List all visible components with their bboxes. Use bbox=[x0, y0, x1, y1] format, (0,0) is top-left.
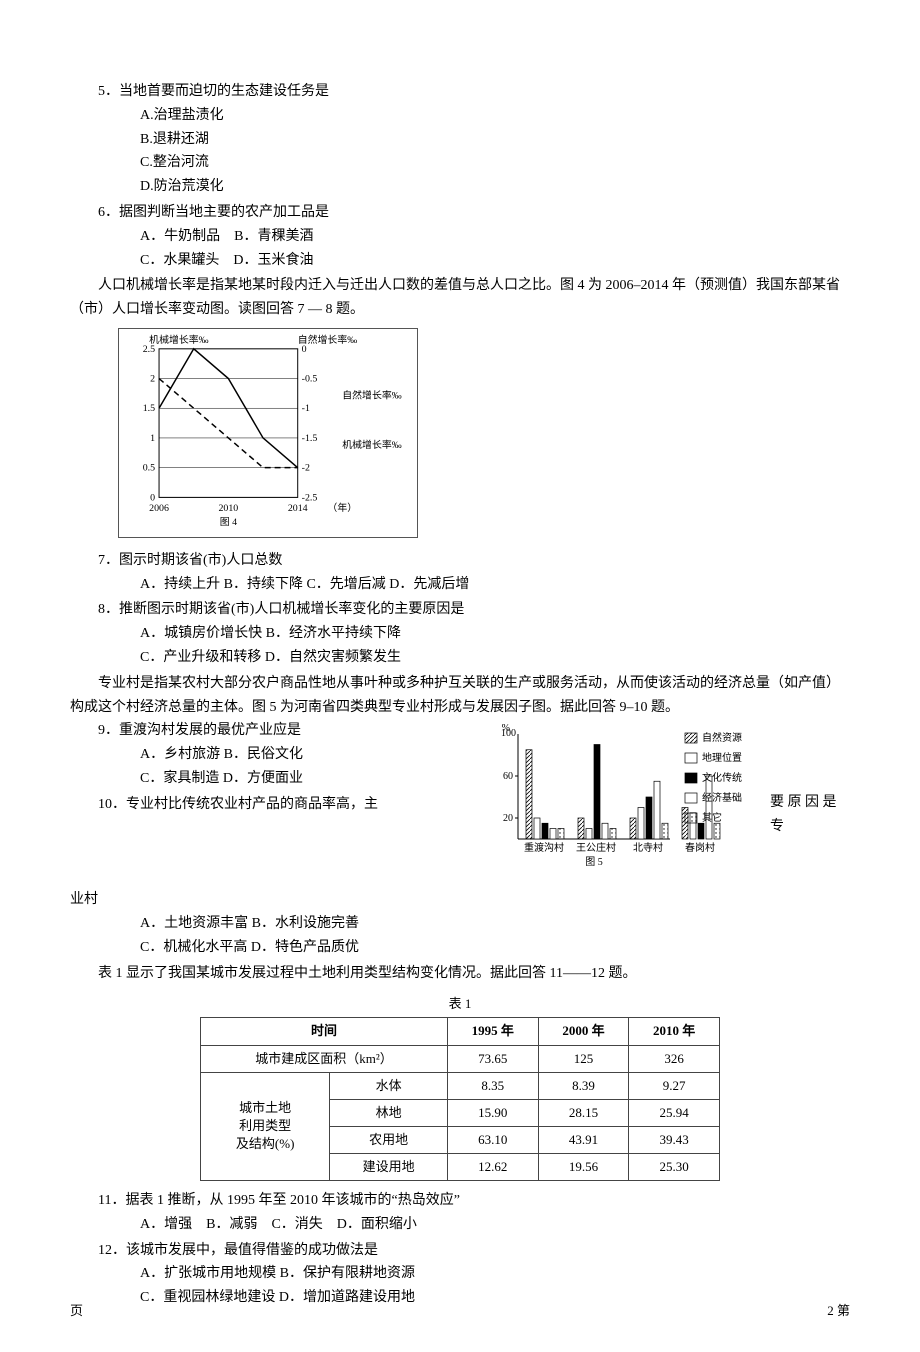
row-2-label: 农用地 bbox=[330, 1126, 448, 1153]
svg-text:2: 2 bbox=[150, 373, 155, 384]
svg-text:-1.5: -1.5 bbox=[302, 433, 318, 444]
q5-opt-a: A.治理盐渍化 bbox=[70, 104, 850, 128]
svg-text:0.5: 0.5 bbox=[143, 463, 155, 474]
svg-text:2006: 2006 bbox=[149, 503, 169, 514]
th-2010: 2010 年 bbox=[629, 1018, 720, 1045]
row-3-label: 建设用地 bbox=[330, 1153, 448, 1180]
svg-text:-0.5: -0.5 bbox=[302, 373, 318, 384]
th-1995: 1995 年 bbox=[447, 1018, 538, 1045]
row-1-label: 林地 bbox=[330, 1099, 448, 1126]
svg-text:机械增长率‰: 机械增长率‰ bbox=[149, 333, 208, 346]
cell-area-2: 326 bbox=[629, 1045, 720, 1072]
q8-opts-2: C．产业升级和转移 D．自然灾害频繁发生 bbox=[70, 646, 850, 670]
svg-text:20: 20 bbox=[503, 813, 513, 824]
q7-opts: A．持续上升 B．持续下降 C．先增后减 D．先减后增 bbox=[70, 573, 850, 597]
svg-text:自然增长率‰: 自然增长率‰ bbox=[298, 333, 357, 346]
figure-5: %1002060重渡沟村王公庄村北寺村春岗村图 5自然资源地理位置文化传统经济基… bbox=[490, 719, 760, 879]
q9-opts-1: A．乡村旅游 B．民俗文化 bbox=[70, 743, 482, 767]
table-1-title: 表 1 bbox=[200, 993, 720, 1015]
q11-stem: 11．据表 1 推断，从 1995 年至 2010 年该城市的“热岛效应” bbox=[70, 1189, 850, 1213]
svg-text:-2: -2 bbox=[302, 463, 310, 474]
svg-text:（年）: （年） bbox=[327, 501, 357, 514]
svg-text:图 4: 图 4 bbox=[220, 516, 237, 528]
svg-text:机械增长率‰: 机械增长率‰ bbox=[342, 438, 401, 451]
svg-text:自然资源: 自然资源 bbox=[702, 731, 742, 744]
q6-opts-2: C．水果罐头 D．玉米食油 bbox=[70, 249, 850, 273]
passage-9-10: 专业村是指某农村大部分农户商品性地从事叶种或多种护互关联的生产或服务活动，从而使… bbox=[70, 672, 850, 720]
footer-right: 2 第 bbox=[827, 1300, 850, 1322]
q10-tail: 业村 bbox=[70, 888, 850, 912]
q10-opts-2: C．机械化水平高 D．特色产品质优 bbox=[70, 936, 850, 960]
q8-opts-1: A．城镇房价增长快 B．经济水平持续下降 bbox=[70, 622, 850, 646]
th-time: 时间 bbox=[201, 1018, 448, 1045]
svg-text:北寺村: 北寺村 bbox=[633, 841, 663, 854]
q12-stem: 12．该城市发展中，最值得借鉴的成功做法是 bbox=[70, 1239, 850, 1263]
page-footer: 页 2 第 bbox=[70, 1300, 850, 1322]
svg-text:-2.5: -2.5 bbox=[302, 492, 318, 503]
q10-stem-right: 要 原 因 是 专 bbox=[770, 719, 850, 839]
q5-opt-d: D.防治荒漠化 bbox=[70, 175, 850, 199]
row-0-label: 水体 bbox=[330, 1072, 448, 1099]
q10-stem-left: 10．专业村比传统农业村产品的商品率高，主 bbox=[70, 793, 482, 817]
q5-stem: 5．当地首要而迫切的生态建设任务是 bbox=[70, 80, 850, 104]
svg-text:0: 0 bbox=[150, 492, 155, 503]
q7-stem: 7．图示时期该省(市)人口总数 bbox=[70, 549, 850, 573]
q11-opts: A．增强 B．减弱 C．消失 D．面积缩小 bbox=[70, 1213, 850, 1237]
cell-area-0: 73.65 bbox=[447, 1045, 538, 1072]
footer-left: 页 bbox=[70, 1300, 83, 1322]
row-0-2: 9.27 bbox=[629, 1072, 720, 1099]
svg-text:图 5: 图 5 bbox=[585, 856, 603, 868]
svg-text:-1: -1 bbox=[302, 403, 310, 414]
q9-stem: 9．重渡沟村发展的最优产业应是 bbox=[70, 719, 482, 743]
q5-opt-b: B.退耕还湖 bbox=[70, 128, 850, 152]
row-area-label: 城市建成区面积（km²） bbox=[201, 1045, 448, 1072]
th-2000: 2000 年 bbox=[538, 1018, 629, 1045]
svg-text:经济基础: 经济基础 bbox=[702, 791, 742, 804]
passage-11-12: 表 1 显示了我国某城市发展过程中土地利用类型结构变化情况。据此回答 11——1… bbox=[70, 962, 850, 986]
svg-text:1: 1 bbox=[150, 433, 155, 444]
q5-opt-c: C.整治河流 bbox=[70, 151, 850, 175]
svg-text:其它: 其它 bbox=[702, 811, 722, 824]
svg-text:重渡沟村: 重渡沟村 bbox=[524, 841, 564, 854]
svg-text:100: 100 bbox=[501, 728, 516, 739]
svg-text:60: 60 bbox=[503, 771, 513, 782]
figure-4: 00.511.522.50-0.5-1-1.5-2-2.520062010201… bbox=[118, 328, 850, 547]
row-0-0: 8.35 bbox=[447, 1072, 538, 1099]
svg-text:春岗村: 春岗村 bbox=[685, 841, 715, 854]
svg-text:2010: 2010 bbox=[218, 503, 238, 514]
q12-opts-1: A．扩张城市用地规模 B．保护有限耕地资源 bbox=[70, 1262, 850, 1286]
passage-7-8: 人口机械增长率是指某地某时段内迁入与迁出人口数的差值与总人口之比。图 4 为 2… bbox=[70, 274, 850, 322]
svg-text:1.5: 1.5 bbox=[143, 403, 155, 414]
svg-text:自然增长率‰: 自然增长率‰ bbox=[342, 388, 401, 401]
q10-opts-1: A．土地资源丰富 B．水利设施完善 bbox=[70, 912, 850, 936]
svg-text:王公庄村: 王公庄村 bbox=[576, 841, 616, 854]
table-1: 表 1 时间 1995 年 2000 年 2010 年 城市建成区面积（km²）… bbox=[200, 993, 720, 1181]
svg-text:地理位置: 地理位置 bbox=[702, 751, 742, 764]
cell-area-1: 125 bbox=[538, 1045, 629, 1072]
svg-text:文化传统: 文化传统 bbox=[702, 771, 742, 784]
group-label: 城市土地 利用类型 及结构(%) bbox=[201, 1072, 330, 1180]
svg-text:2014: 2014 bbox=[288, 503, 308, 514]
q6-opts-1: A．牛奶制品 B．青稞美酒 bbox=[70, 225, 850, 249]
q9-opts-2: C．家具制造 D．方便面业 bbox=[70, 767, 482, 791]
q6-stem: 6．据图判断当地主要的农产加工品是 bbox=[70, 201, 850, 225]
row-0-1: 8.39 bbox=[538, 1072, 629, 1099]
q8-stem: 8．推断图示时期该省(市)人口机械增长率变化的主要原因是 bbox=[70, 598, 850, 622]
